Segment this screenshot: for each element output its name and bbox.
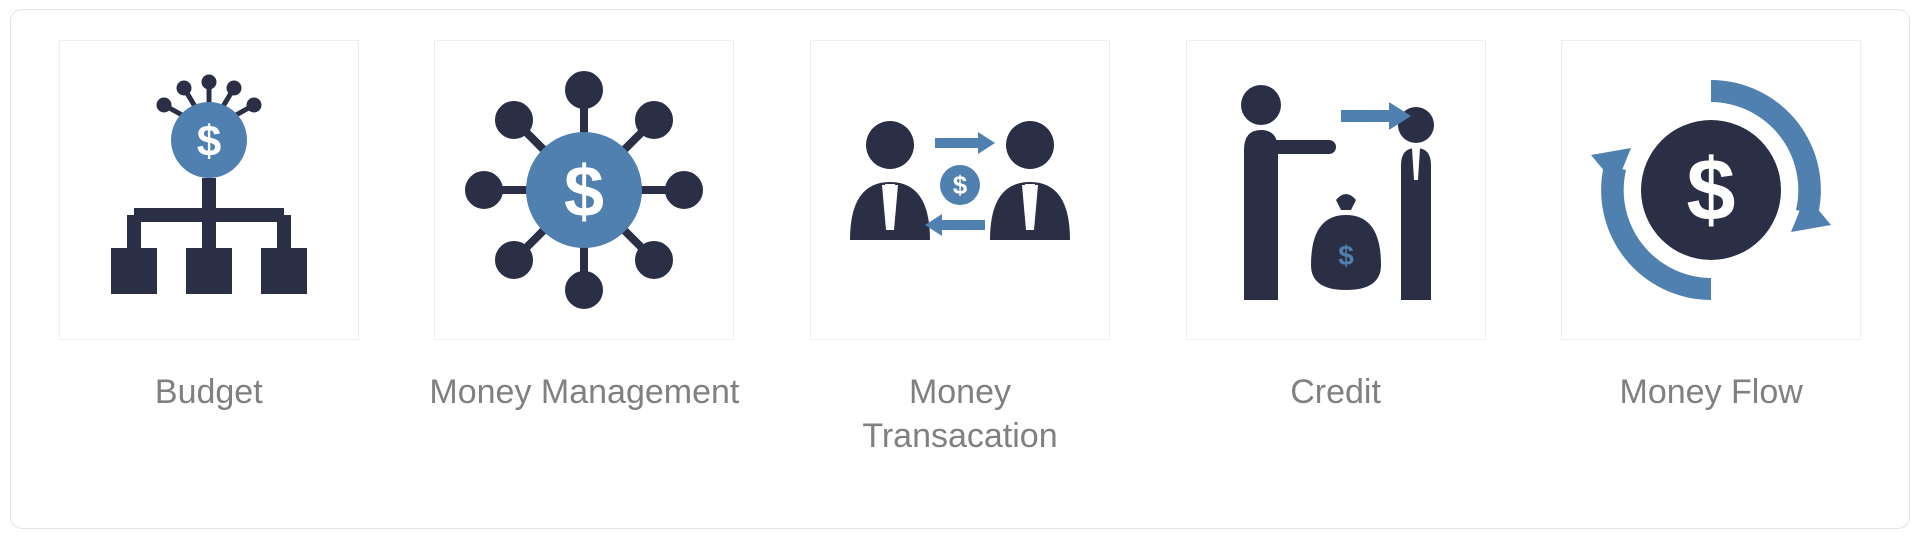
svg-text:$: $	[1338, 240, 1354, 271]
icon-card-money-flow: $ Money Flow	[1541, 40, 1881, 414]
icon-box: $	[1561, 40, 1861, 340]
icon-box: $	[1186, 40, 1486, 340]
svg-text:$: $	[197, 117, 221, 166]
icon-card-money-transaction: $ Money Transacation	[790, 40, 1130, 458]
icon-box: $	[59, 40, 359, 340]
money-flow-icon: $	[1581, 60, 1841, 320]
icon-label: Budget	[155, 370, 263, 414]
svg-text:$: $	[953, 170, 968, 200]
icon-label: Money Management	[429, 370, 739, 414]
credit-icon: $	[1206, 70, 1466, 310]
svg-text:$: $	[1687, 140, 1736, 239]
icon-box: $	[810, 40, 1110, 340]
icon-card-money-management: $ Money Management	[414, 40, 754, 414]
budget-icon: $	[89, 70, 329, 310]
money-management-icon: $	[454, 60, 714, 320]
icon-label: Money Transacation	[862, 370, 1057, 458]
icon-label: Credit	[1290, 370, 1381, 414]
icon-card-credit: $ Credit	[1166, 40, 1506, 414]
icon-label: Money Flow	[1620, 370, 1803, 414]
money-transaction-icon: $	[830, 90, 1090, 290]
icon-card-budget: $ Budget	[39, 40, 379, 414]
svg-text:$: $	[564, 152, 604, 232]
icon-box: $	[434, 40, 734, 340]
icon-set-container: $ Budget	[10, 9, 1910, 529]
